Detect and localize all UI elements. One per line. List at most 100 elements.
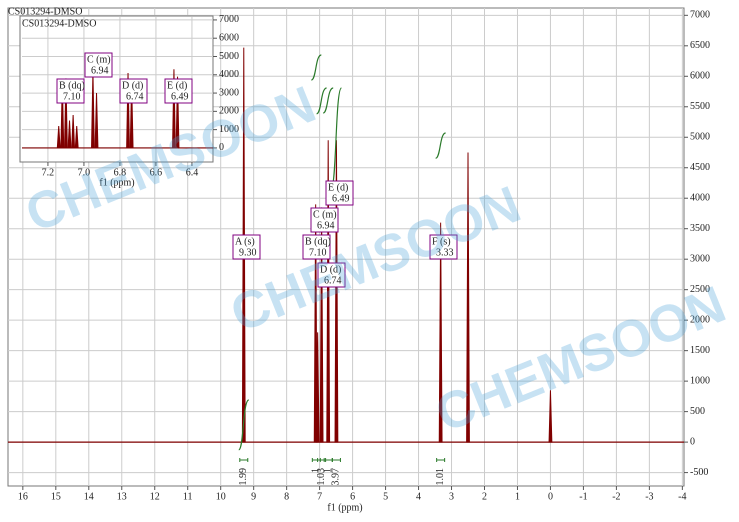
peak	[60, 80, 65, 149]
integral-label: 1.03	[316, 468, 327, 486]
x-tick-label: 16	[18, 491, 28, 502]
x-tick-label: 12	[150, 491, 160, 502]
annotation-box	[325, 180, 354, 206]
peak	[56, 125, 61, 149]
annotation-box	[310, 207, 339, 233]
annotation-shift: 6.94	[91, 65, 109, 76]
annotation-label: D (d)	[122, 80, 143, 91]
annotation-label: A (s)	[235, 236, 255, 247]
annotation-label: E (d)	[328, 182, 348, 193]
x-tick-label: 6	[350, 491, 355, 502]
annotation-shift: 7.10	[309, 247, 327, 258]
annotation-box	[56, 78, 85, 104]
annotation-box	[232, 234, 261, 260]
x-tick-label: 1	[515, 491, 520, 502]
x-tick-label: 6.4	[186, 167, 199, 178]
peak	[91, 71, 95, 149]
integral-label: 1	[322, 468, 333, 473]
annotation-box	[317, 262, 346, 288]
x-tick-label: 7	[317, 491, 322, 502]
y-tick-label: 2000	[219, 106, 239, 117]
y-tick-label: 3000	[219, 87, 239, 98]
peak	[64, 78, 68, 149]
x-tick-label: 2	[482, 491, 487, 502]
integral-curve	[322, 87, 334, 114]
integral-label: 3.97	[331, 468, 342, 486]
x-tick-label: 15	[51, 491, 61, 502]
y-tick-label: 2000	[690, 314, 710, 325]
y-tick-label: 4000	[690, 193, 710, 204]
annotation-shift: 7.10	[63, 91, 81, 102]
y-tick-label: -500	[690, 467, 708, 478]
peak	[94, 93, 99, 149]
peak	[326, 140, 331, 443]
peak	[175, 76, 180, 149]
x-tick-label: 7.2	[42, 167, 55, 178]
integral-curve	[435, 132, 446, 159]
annotation-shift: 6.49	[171, 91, 189, 102]
annotation-label: C (m)	[313, 209, 337, 220]
annotation-label: C (m)	[87, 54, 111, 65]
x-tick-label: 8	[284, 491, 289, 502]
peak	[438, 222, 443, 443]
peak	[126, 72, 130, 149]
peak	[172, 69, 176, 149]
annotation-box	[429, 234, 458, 260]
x-tick-label: 14	[84, 491, 94, 502]
peak	[71, 114, 76, 149]
annotation-shift: 3.33	[436, 247, 454, 258]
y-tick-label: 4000	[219, 69, 239, 80]
x-tick-label: 9	[251, 491, 256, 502]
integral-curve	[311, 54, 322, 81]
integral-curve	[316, 87, 327, 115]
y-tick-label: 0	[219, 142, 224, 153]
integral-label: 1	[311, 468, 322, 473]
y-tick-label: 7000	[219, 14, 239, 25]
x-tick-label: -4	[678, 491, 686, 502]
annotation-label: E (d)	[167, 80, 187, 91]
annotation-box	[302, 234, 331, 260]
x-axis-label: f1 (ppm)	[327, 502, 362, 513]
annotation-label: F (s)	[432, 236, 451, 247]
x-tick-label: 4	[416, 491, 421, 502]
y-tick-label: 500	[690, 406, 705, 417]
x-tick-label: -1	[579, 491, 587, 502]
x-tick-label: 3	[449, 491, 454, 502]
integral-bracket	[331, 458, 341, 462]
x-tick-label: 0	[548, 491, 553, 502]
x-tick-label: 13	[117, 491, 127, 502]
y-tick-label: 1000	[690, 375, 710, 386]
peak	[313, 204, 318, 443]
peak	[129, 82, 134, 149]
y-tick-label: 5000	[219, 51, 239, 62]
integral-curve	[238, 399, 250, 451]
integral-bracket	[436, 458, 446, 462]
peak	[334, 140, 339, 443]
annotation-box	[164, 78, 193, 104]
annotation-label: B (dq)	[305, 236, 331, 247]
inset-title: CS013294-DMSO	[22, 18, 96, 29]
y-tick-label: 6000	[219, 33, 239, 44]
x-tick-label: 5	[383, 491, 388, 502]
main-plot: 16 15 14 13 12 11 10 9 8 7 6 5 4 3 2 1 0 -1 -2 -3 -4-5000500…	[8, 8, 710, 502]
x-tick-label: -3	[645, 491, 653, 502]
x-tick-label: 6.6	[150, 167, 163, 178]
y-tick-label: 4500	[690, 162, 710, 173]
integral-label: 1.99	[238, 468, 249, 486]
peak	[466, 152, 470, 443]
annotation-shift: 6.49	[332, 193, 350, 204]
annotation-shift: 6.74	[126, 91, 144, 102]
annotation-box	[119, 78, 148, 104]
y-tick-label: 5500	[690, 101, 710, 112]
annotation-shift: 6.94	[317, 220, 335, 231]
y-tick-label: 3000	[690, 253, 710, 264]
y-tick-label: 0	[690, 436, 695, 447]
integral-bracket	[239, 458, 249, 462]
annotation-shift: 9.30	[239, 247, 257, 258]
y-tick-label: 6500	[690, 40, 710, 51]
annotation-shift: 6.74	[324, 275, 342, 286]
y-tick-label: 5000	[690, 132, 710, 143]
x-tick-label: 11	[183, 491, 193, 502]
annotation-box	[84, 52, 113, 78]
